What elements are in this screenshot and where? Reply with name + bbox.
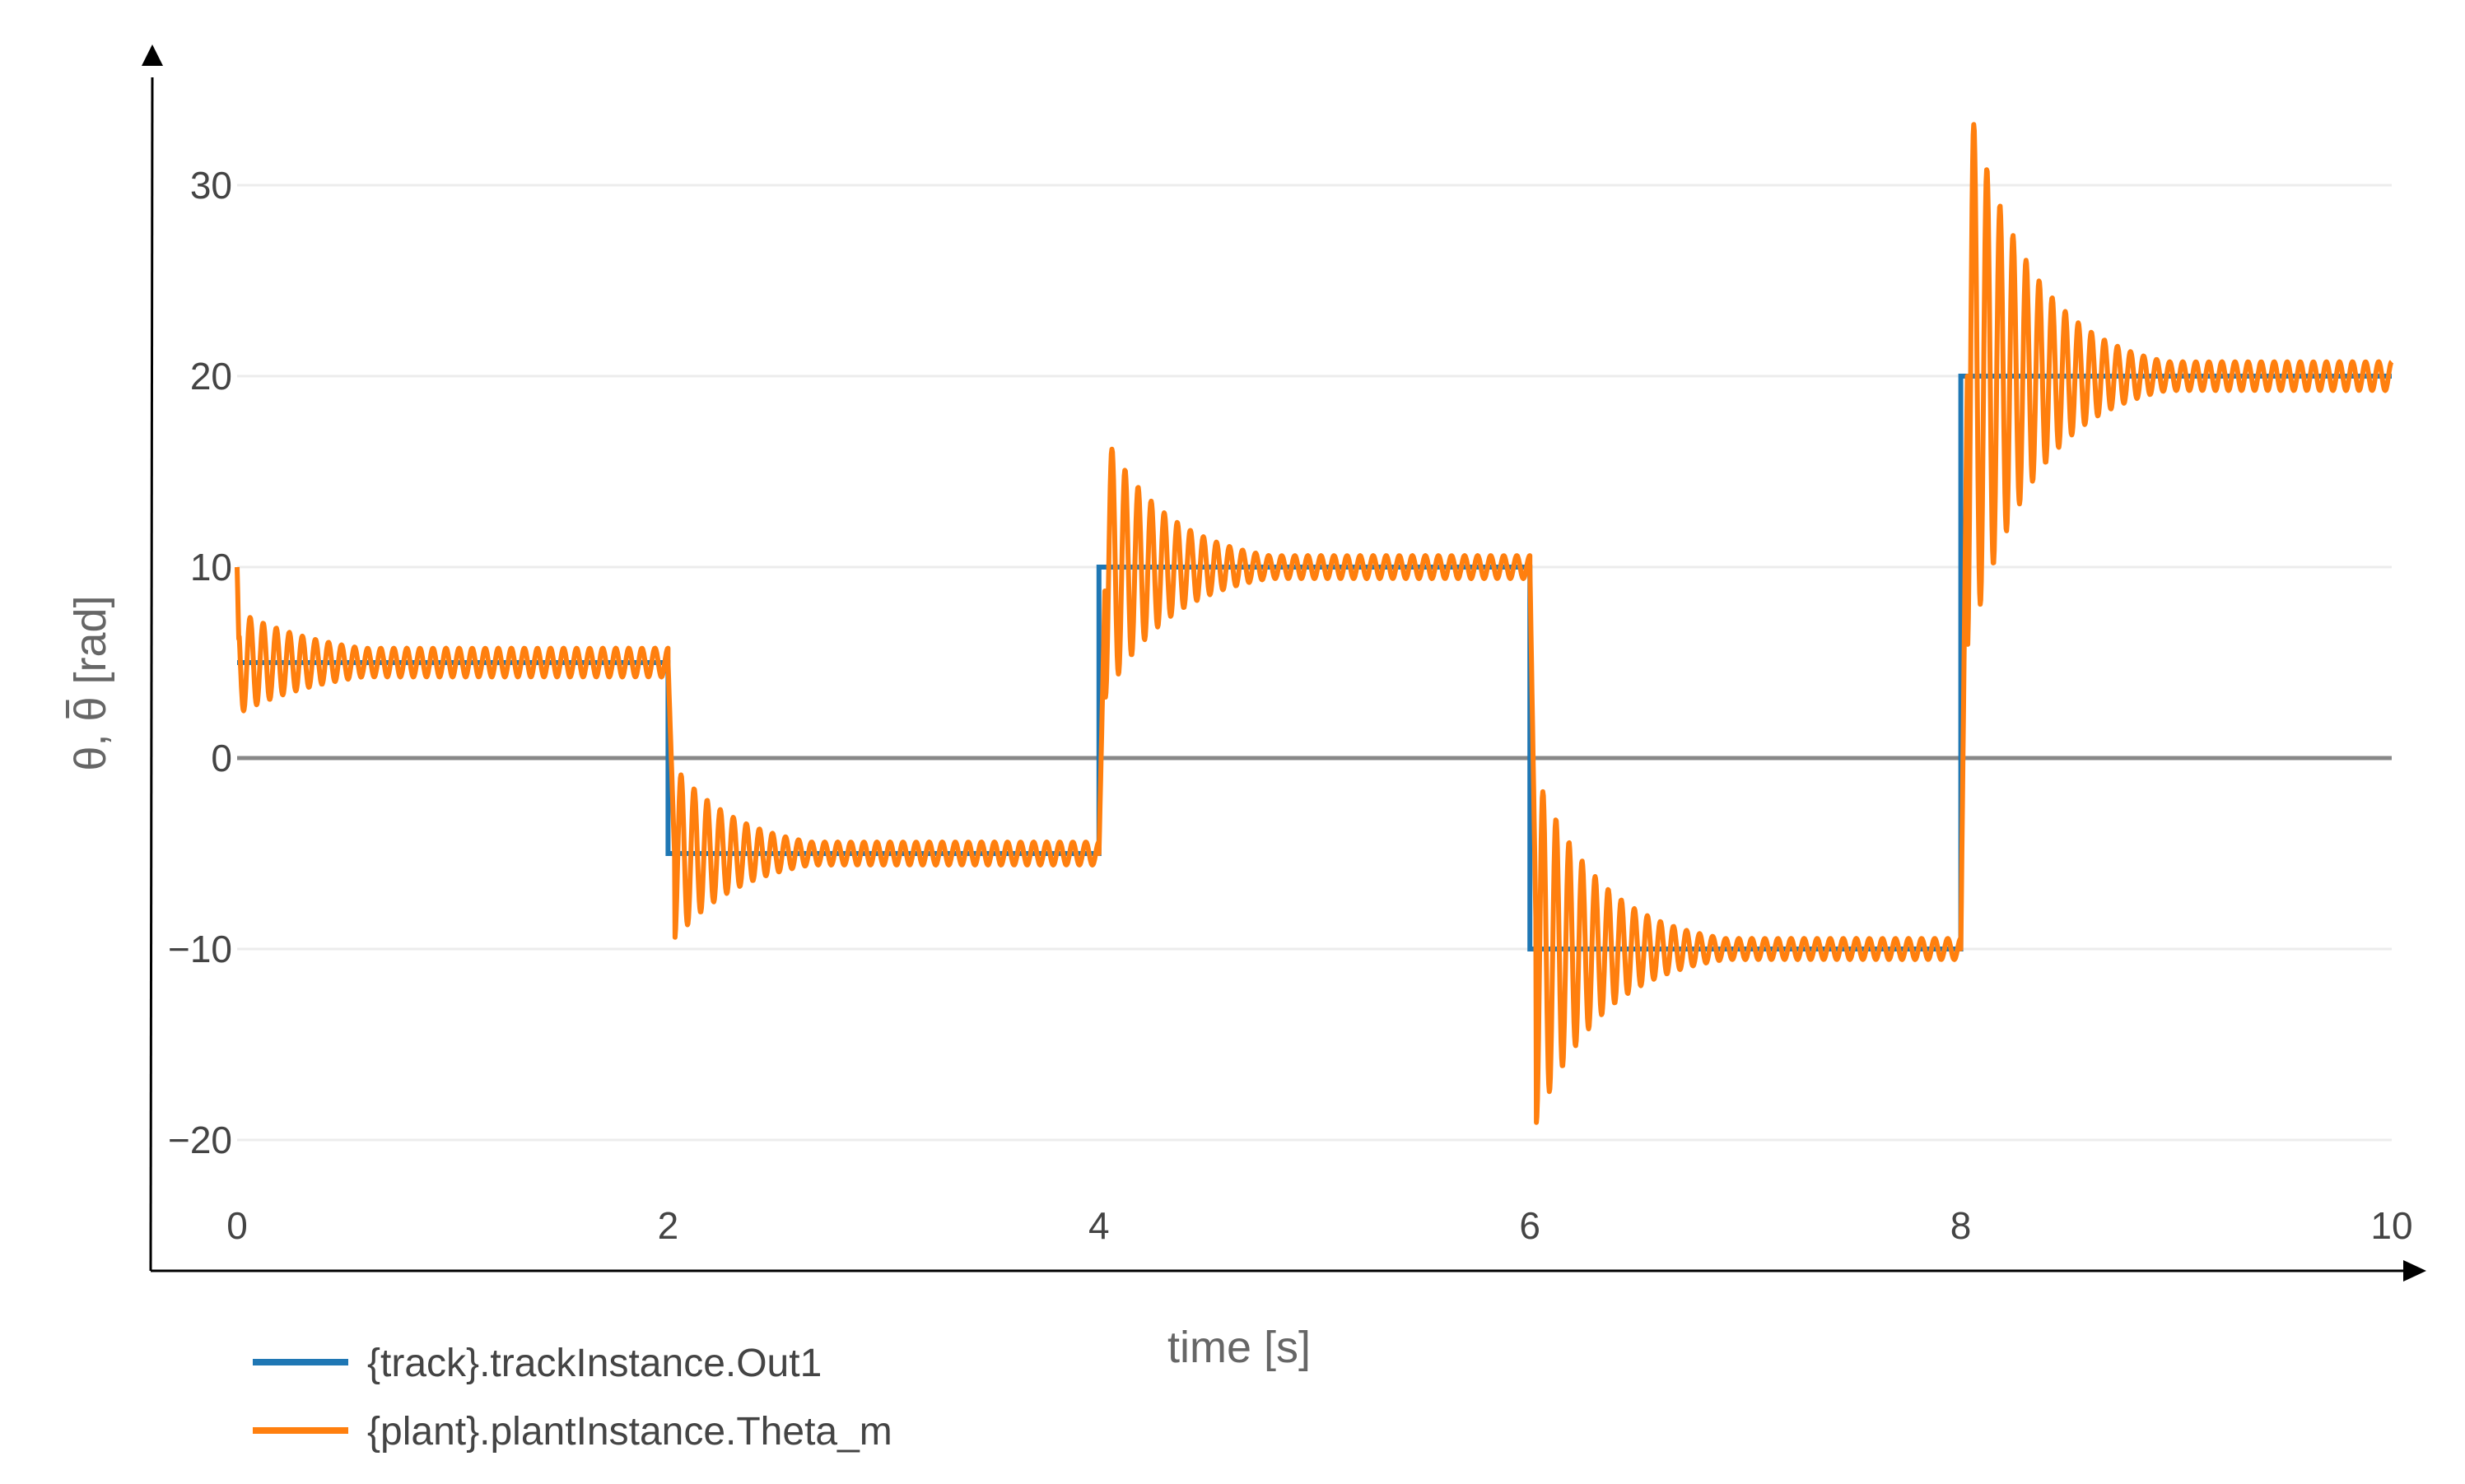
legend: {track}.trackInstance.Out1 {plant}.plant…	[253, 1342, 892, 1454]
series-layer	[235, 122, 2394, 1125]
y-axis-arrowhead	[142, 44, 163, 66]
x-tick-label: 2	[658, 1204, 679, 1247]
y-tick-label: 20	[190, 355, 232, 398]
y-axis-line	[149, 77, 154, 1272]
y-axis-title-part-1: θ,	[66, 722, 115, 771]
legend-label-plant: {plant}.plantInstance.Theta_m	[367, 1410, 892, 1454]
y-tick-label: 10	[190, 546, 232, 588]
x-axis-title: time [s]	[1167, 1323, 1311, 1372]
y-axis-title: θ, θ [rad]	[66, 595, 115, 771]
y-tick-label: 0	[211, 737, 232, 779]
x-axis-arrowhead	[2403, 1260, 2426, 1282]
series-line-track	[237, 374, 2392, 951]
legend-item-plant[interactable]: {plant}.plantInstance.Theta_m	[253, 1410, 892, 1454]
tick-labels-layer: −20 −10 0 10 20 30 0 2 4 6 8 10	[168, 164, 2413, 1247]
x-tick-label: 4	[1088, 1204, 1110, 1247]
y-tick-label: −20	[168, 1119, 232, 1161]
y-axis-title-unit: [rad]	[66, 595, 115, 696]
y-tick-label: −10	[168, 928, 232, 970]
legend-label-track: {track}.trackInstance.Out1	[367, 1342, 822, 1385]
x-tick-label: 0	[226, 1204, 248, 1247]
x-tick-label: 8	[1950, 1204, 1972, 1247]
y-tick-label: 30	[190, 164, 232, 207]
series-line-plant	[235, 122, 2394, 1125]
grid-layer	[237, 184, 2392, 1142]
y-axis-title-bar-symbol: θ	[66, 696, 115, 721]
legend-item-track[interactable]: {track}.trackInstance.Out1	[253, 1342, 822, 1385]
x-tick-label: 10	[2370, 1204, 2412, 1247]
y-axis-title-text: θ, θ [rad]	[66, 595, 115, 770]
axes-layer	[142, 44, 2426, 1282]
x-tick-label: 6	[1519, 1204, 1540, 1247]
